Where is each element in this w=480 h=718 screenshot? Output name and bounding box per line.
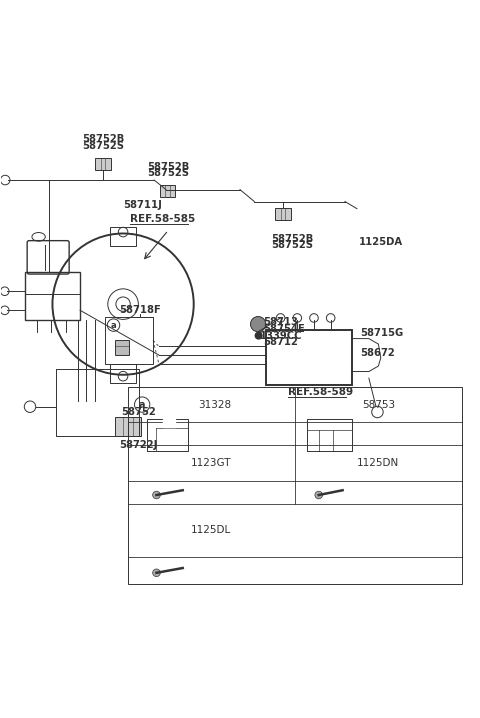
Bar (96, 158, 111, 170)
Text: 1125DA: 1125DA (360, 237, 403, 247)
Text: 58752S: 58752S (82, 141, 124, 151)
Text: REF.58-589: REF.58-589 (288, 388, 353, 397)
Circle shape (153, 491, 160, 499)
Bar (128, 387, 462, 584)
Text: 58753: 58753 (362, 400, 395, 409)
Text: 58715G: 58715G (360, 327, 404, 337)
Bar (110, 364, 136, 383)
Text: 58752B: 58752B (147, 162, 190, 172)
Bar (110, 228, 136, 246)
Text: 58712: 58712 (263, 337, 298, 348)
Bar (160, 185, 175, 197)
Text: 58752S: 58752S (272, 241, 313, 251)
Text: 1123GT: 1123GT (191, 458, 232, 468)
Text: 58672: 58672 (360, 348, 395, 358)
Text: 58754E: 58754E (263, 324, 305, 334)
Bar (106, 317, 153, 364)
Text: REF.58-585: REF.58-585 (130, 214, 195, 224)
Text: a: a (139, 400, 145, 409)
Bar (116, 340, 129, 355)
Text: 1125DL: 1125DL (191, 526, 231, 536)
Bar (276, 208, 290, 220)
Text: 58752S: 58752S (147, 168, 190, 178)
Polygon shape (163, 419, 175, 426)
Text: 1125DN: 1125DN (357, 458, 399, 468)
Text: 58752B: 58752B (82, 134, 124, 144)
Circle shape (255, 332, 262, 339)
Bar (266, 330, 352, 386)
Text: 58752: 58752 (121, 407, 156, 417)
Text: 31328: 31328 (198, 400, 231, 409)
Bar (25, 272, 80, 320)
Circle shape (251, 317, 266, 332)
Text: a: a (111, 321, 116, 330)
Text: 58722J: 58722J (120, 440, 158, 450)
Text: 58718F: 58718F (119, 305, 161, 315)
Text: 1339CC: 1339CC (260, 330, 302, 340)
Circle shape (315, 491, 323, 499)
Bar (115, 417, 141, 437)
Text: 58711J: 58711J (123, 200, 162, 210)
Circle shape (153, 569, 160, 577)
Text: 58752B: 58752B (271, 234, 313, 243)
Text: 58713: 58713 (263, 317, 298, 327)
